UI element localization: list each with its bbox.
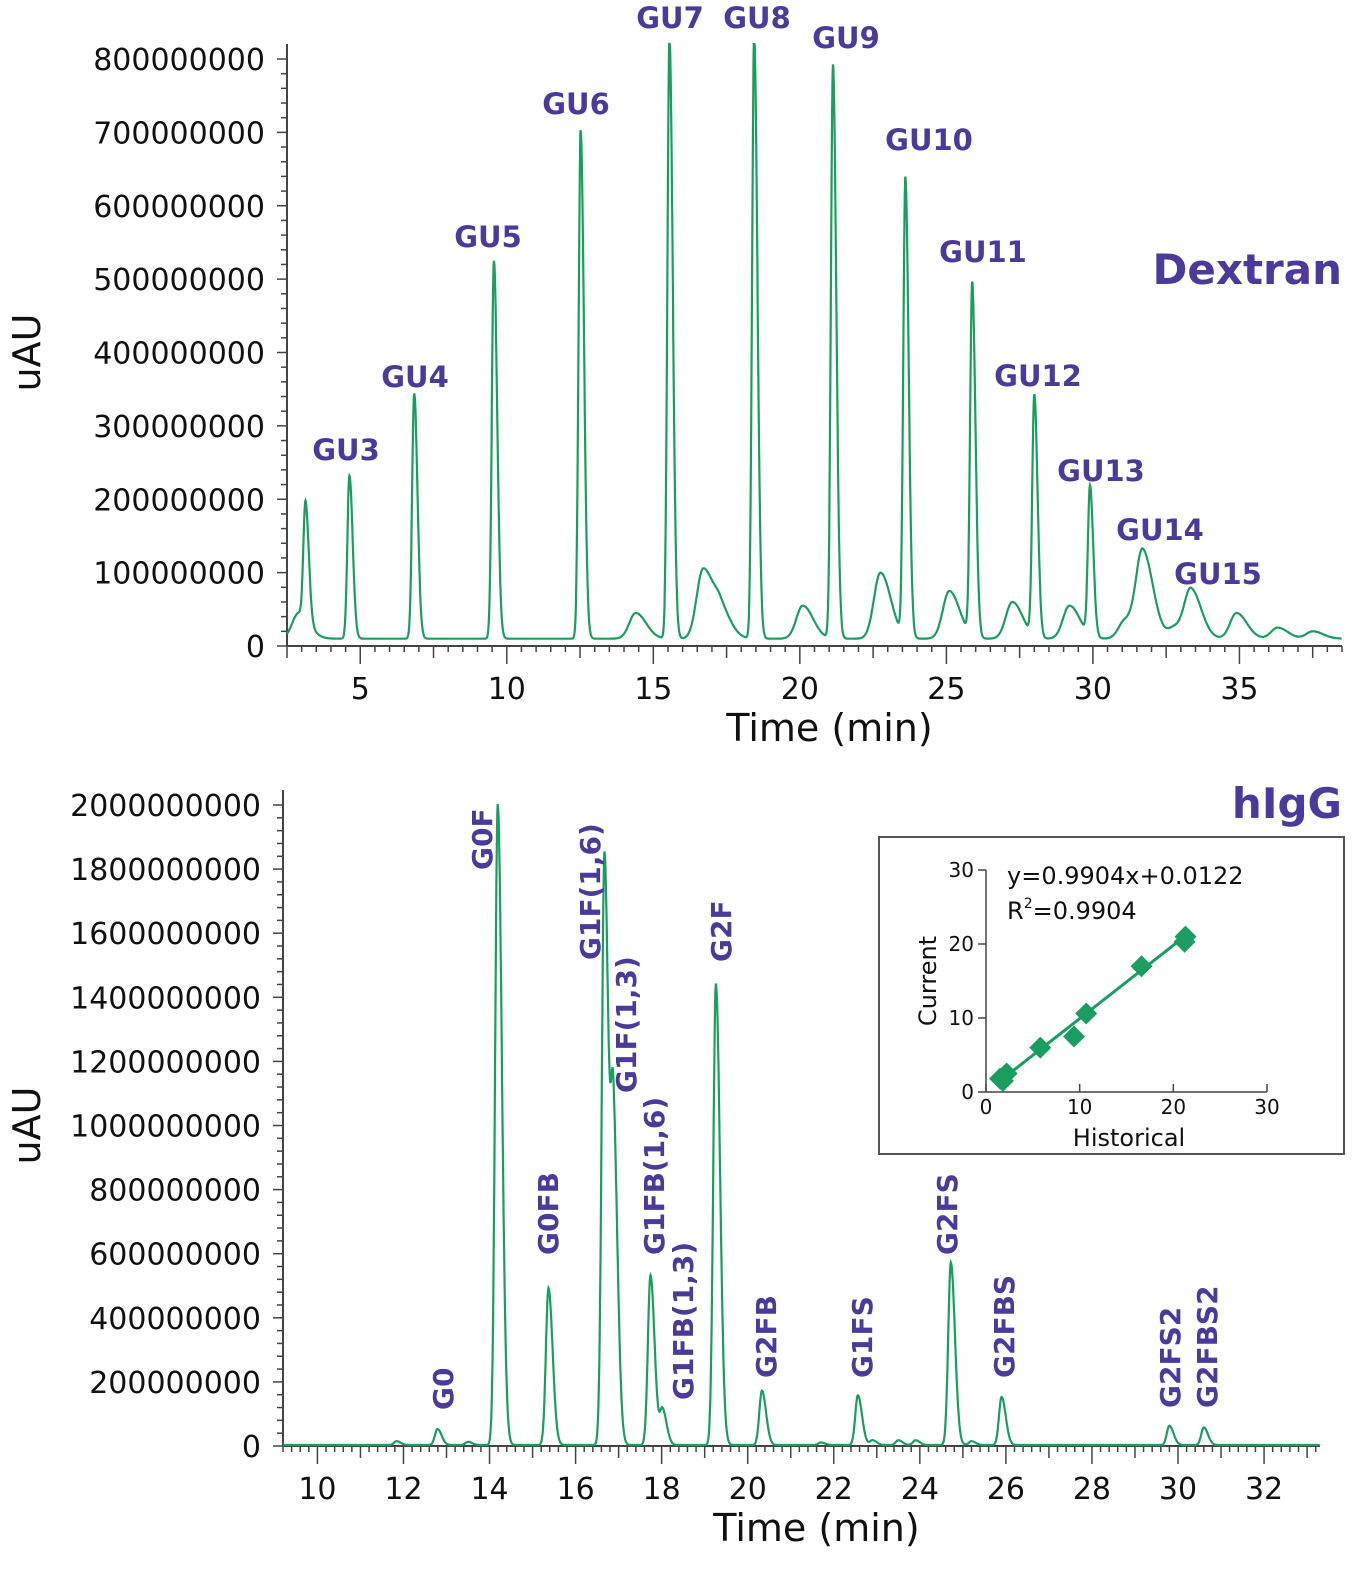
r-squared: R2=0.9904 <box>1007 896 1137 925</box>
chart-higg: 0200000000400000000600000000800000000100… <box>5 779 1342 1550</box>
y-tick-label: 1400000000 <box>70 981 261 1016</box>
x-tick-label: 30 <box>1159 1472 1197 1507</box>
x-tick-label: 14 <box>470 1472 508 1507</box>
y-tick-label: 0 <box>246 630 265 665</box>
chart-dextran: 0 100000000 200000000 300000000 400000000 500… <box>5 1 1343 750</box>
x-axis-title: Time (min) <box>725 706 932 750</box>
data-point <box>1130 955 1153 978</box>
x-axis-title: Time (min) <box>712 1506 919 1550</box>
y-tick-label: 800000000 <box>93 43 265 78</box>
fit-equation: y=0.9904x+0.0122 <box>1007 862 1244 890</box>
x-tick-label: 5 <box>351 672 370 707</box>
y-tick-label: 0 <box>242 1430 261 1465</box>
peak-label: G1FB(1,6) <box>638 1097 671 1255</box>
x-tick-label: 24 <box>901 1472 939 1507</box>
y-tick-label: 700000000 <box>93 116 265 151</box>
data-point <box>1063 1025 1086 1048</box>
inset-correlation-plot: 0 10 20 30 0 10 20 30 Historical Current y=0.9904x… <box>878 836 1345 1155</box>
peak-label: GU14 <box>1116 513 1204 547</box>
peak-label: GU11 <box>939 235 1027 269</box>
r-squared-superscript: 2 <box>1024 896 1033 912</box>
y-tick-label: 600000000 <box>89 1238 261 1273</box>
y-tick-label: 1800000000 <box>70 853 261 888</box>
peak-label: GU3 <box>312 433 380 467</box>
peak-label: G0FB <box>532 1172 565 1255</box>
y-axis-title: uAU <box>5 314 49 392</box>
x-tick-label: 20 <box>781 672 819 707</box>
peak-label: GU8 <box>723 1 791 35</box>
y-tick-label: 500000000 <box>93 263 265 298</box>
data-point <box>1174 925 1197 948</box>
r-squared-label: R <box>1007 897 1024 925</box>
x-tick-label: 10 <box>488 672 526 707</box>
peak-label: GU15 <box>1174 557 1262 591</box>
peak-label: GU13 <box>1057 454 1145 488</box>
y-tick-label: 200000000 <box>89 1366 261 1401</box>
peak-label: G2FB <box>750 1295 783 1378</box>
inset-x-tick-label: 30 <box>1254 1095 1279 1119</box>
y-tick-label: 2000000000 <box>70 789 261 824</box>
y-axis-title: uAU <box>5 1087 49 1165</box>
peak-label: G0F <box>466 808 499 870</box>
x-tick-label: 35 <box>1220 672 1258 707</box>
peak-label: G0 <box>427 1368 460 1410</box>
chart-title: hIgG <box>1232 779 1342 828</box>
r-squared-value: =0.9904 <box>1033 897 1137 925</box>
peak-label: GU5 <box>454 220 522 254</box>
peak-label: GU12 <box>994 359 1082 393</box>
inset-x-tick-label: 20 <box>1161 1095 1186 1119</box>
x-tick-label: 32 <box>1245 1472 1283 1507</box>
y-tick-label: 600000000 <box>93 190 265 225</box>
peak-label: G1FB(1,3) <box>667 1242 700 1400</box>
y-tick-label: 400000000 <box>89 1302 261 1337</box>
peak-label: G2FBS <box>988 1275 1021 1378</box>
y-tick-label: 1600000000 <box>70 917 261 952</box>
inset-y-tick-label: 30 <box>949 858 974 882</box>
trace-line <box>283 803 1320 1447</box>
y-tick-label: 400000000 <box>93 337 265 372</box>
inset-y-tick-label: 0 <box>961 1080 974 1104</box>
peak-label: G1F(1,3) <box>610 956 643 1093</box>
x-tick-label: 28 <box>1073 1472 1111 1507</box>
peak-label: G1FS <box>846 1296 879 1378</box>
peak-label: G2F <box>705 900 738 962</box>
peak-label: G2FBS2 <box>1191 1285 1224 1408</box>
x-tick-label: 25 <box>927 672 965 707</box>
data-point <box>995 1062 1018 1085</box>
peak-label: G2FS2 <box>1154 1307 1187 1408</box>
x-tick-label: 10 <box>298 1472 336 1507</box>
chart-title: Dextran <box>1153 245 1342 294</box>
y-tick-label: 100000000 <box>93 557 265 592</box>
data-point <box>1075 1002 1098 1025</box>
x-tick-label: 20 <box>729 1472 767 1507</box>
peak-label: GU9 <box>812 21 880 55</box>
trace-line <box>286 42 1342 640</box>
peak-label: G1F(1,6) <box>574 823 607 960</box>
data-point <box>1029 1036 1052 1059</box>
y-tick-label: 200000000 <box>93 483 265 518</box>
inset-x-tick-label: 0 <box>980 1095 993 1119</box>
peak-label: GU7 <box>636 1 704 35</box>
peak-label: GU6 <box>542 87 610 121</box>
inset-y-tick-label: 10 <box>949 1006 974 1030</box>
inset-x-axis-title: Historical <box>1073 1124 1185 1152</box>
x-tick-label: 16 <box>557 1472 595 1507</box>
peak-label: G2FS <box>931 1173 964 1255</box>
x-tick-label: 30 <box>1074 672 1112 707</box>
x-tick-label: 15 <box>634 672 672 707</box>
x-tick-label: 22 <box>815 1472 853 1507</box>
inset-y-axis-title: Current <box>914 936 942 1026</box>
peak-label: GU10 <box>885 123 973 157</box>
y-tick-label: 1000000000 <box>70 1110 261 1145</box>
x-tick-label: 12 <box>384 1472 422 1507</box>
x-tick-label: 18 <box>643 1472 681 1507</box>
y-tick-label: 800000000 <box>89 1174 261 1209</box>
inset-x-tick-label: 10 <box>1067 1095 1092 1119</box>
x-tick-label: 26 <box>987 1472 1025 1507</box>
y-tick-label: 300000000 <box>93 410 265 445</box>
inset-y-tick-label: 20 <box>949 932 974 956</box>
y-tick-label: 1200000000 <box>70 1045 261 1080</box>
peak-label: GU4 <box>381 360 449 394</box>
